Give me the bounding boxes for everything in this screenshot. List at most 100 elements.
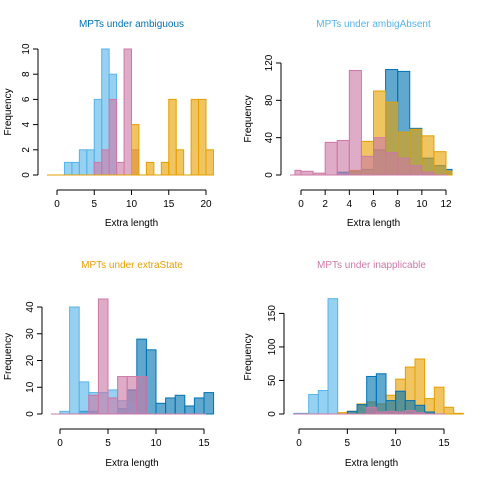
x-tick-label: 0 bbox=[54, 199, 60, 210]
y-tick-label: 150 bbox=[267, 305, 278, 322]
histogram-bar bbox=[300, 170, 314, 176]
x-axis-label: Extra length bbox=[345, 458, 398, 469]
x-tick-label: 15 bbox=[163, 199, 175, 210]
histogram-bar bbox=[155, 402, 167, 415]
x-tick-label: 10 bbox=[126, 199, 138, 210]
x-tick-label: 0 bbox=[298, 199, 304, 210]
y-tick-label: 80 bbox=[264, 94, 275, 106]
y-axis-label: Frequency bbox=[3, 333, 14, 380]
x-tick-label: 20 bbox=[200, 199, 212, 210]
histogram-bar bbox=[160, 161, 170, 176]
histogram-bar bbox=[126, 376, 138, 415]
y-tick-label: 40 bbox=[264, 132, 275, 144]
y-tick-label: 50 bbox=[267, 374, 278, 386]
y-tick-label: 40 bbox=[25, 301, 36, 313]
chart-title: MPTs under inapplicable bbox=[317, 260, 426, 271]
histogram-bar bbox=[336, 139, 350, 176]
histogram-bar bbox=[78, 149, 88, 176]
histogram-bar bbox=[205, 149, 214, 176]
x-axis-label: Extra length bbox=[105, 458, 158, 469]
histogram-bar bbox=[421, 135, 435, 176]
histogram-bar bbox=[348, 69, 362, 176]
y-tick-label: 8 bbox=[21, 71, 32, 77]
x-tick-label: 10 bbox=[150, 438, 162, 449]
y-tick-label: 0 bbox=[267, 411, 278, 417]
chart-title: MPTs under extraState bbox=[81, 260, 183, 271]
chart-panel-1: 0 5 10 15 20 0 2 4 6 8 10 MPTs under ambiguous Extra… bbox=[3, 19, 214, 229]
histogram-bar bbox=[433, 386, 445, 415]
histogram-bar bbox=[107, 397, 119, 415]
histogram-bar bbox=[375, 373, 387, 415]
histogram-bar bbox=[324, 141, 338, 176]
histogram-bar bbox=[116, 161, 125, 176]
y-tick-label: 6 bbox=[21, 96, 32, 102]
x-axis-label: Extra length bbox=[347, 218, 400, 229]
histogram-bar bbox=[101, 149, 110, 176]
x-tick-label: 12 bbox=[440, 199, 452, 210]
histogram-bar bbox=[433, 151, 447, 176]
x-tick-label: 10 bbox=[390, 438, 402, 449]
histogram-bar bbox=[175, 149, 185, 176]
x-tick-label: 8 bbox=[395, 199, 401, 210]
histogram-bar bbox=[409, 165, 423, 176]
y-tick-label: 10 bbox=[25, 381, 36, 393]
histogram-bar bbox=[443, 406, 455, 415]
y-tick-label: 30 bbox=[25, 328, 36, 340]
histogram-bar bbox=[117, 376, 128, 415]
y-tick-label: 100 bbox=[267, 338, 278, 355]
histogram-bar bbox=[404, 410, 416, 415]
histogram-bar bbox=[190, 98, 200, 176]
histogram-bar bbox=[198, 98, 207, 176]
histogram-bar bbox=[317, 390, 329, 415]
x-tick-label: 5 bbox=[91, 199, 97, 210]
chart-title: MPTs under ambiguous bbox=[79, 19, 184, 30]
histogram-bar bbox=[108, 98, 118, 176]
histogram-bar bbox=[385, 152, 399, 176]
histogram-bar bbox=[360, 155, 374, 176]
histogram-bar bbox=[327, 298, 339, 415]
y-tick-label: 20 bbox=[25, 355, 36, 367]
histogram-bar bbox=[145, 349, 157, 415]
chart-panel-3: 0 5 10 15 0 10 20 30 40 MPTs under extraState Extr… bbox=[3, 260, 215, 469]
histogram-bar bbox=[71, 161, 80, 176]
histogram-bar bbox=[165, 397, 176, 415]
histogram-bar bbox=[203, 392, 215, 415]
histogram-bar bbox=[168, 98, 177, 176]
histogram-bar bbox=[356, 404, 368, 415]
histogram-bar bbox=[78, 381, 90, 415]
chart-title: MPTs under ambigAbsent bbox=[316, 19, 431, 30]
y-tick-label: 0 bbox=[264, 172, 275, 178]
histogram-bar bbox=[93, 161, 103, 176]
y-axis-label: Frequency bbox=[243, 333, 254, 380]
y-axis-label: Frequency bbox=[3, 88, 14, 135]
histogram-bar bbox=[123, 48, 133, 176]
histogram-bar bbox=[88, 394, 99, 415]
x-tick-label: 5 bbox=[345, 438, 351, 449]
histogram-bar bbox=[145, 161, 155, 176]
y-tick-label: 10 bbox=[21, 43, 32, 55]
y-tick-label: 4 bbox=[21, 121, 32, 127]
histogram-bar bbox=[131, 124, 140, 176]
histogram-bar bbox=[174, 394, 186, 415]
x-axis-label: Extra length bbox=[105, 218, 158, 229]
y-axis-label: Frequency bbox=[243, 95, 254, 142]
histogram-bar bbox=[97, 298, 109, 415]
x-tick-label: 15 bbox=[438, 438, 450, 449]
histogram-bar bbox=[397, 157, 411, 176]
histogram-bar bbox=[366, 406, 377, 415]
histogram-bar bbox=[193, 397, 205, 415]
histogram-bar bbox=[69, 306, 80, 415]
x-tick-label: 5 bbox=[105, 438, 111, 449]
histogram-bar bbox=[86, 149, 95, 176]
y-tick-label: 0 bbox=[21, 172, 32, 178]
histogram-bar bbox=[136, 376, 147, 415]
x-tick-label: 6 bbox=[371, 199, 377, 210]
x-tick-label: 2 bbox=[322, 199, 328, 210]
histogram-bar bbox=[373, 137, 387, 176]
y-tick-label: 0 bbox=[25, 411, 36, 417]
histogram-bar bbox=[63, 161, 73, 176]
y-tick-label: 2 bbox=[21, 147, 32, 153]
